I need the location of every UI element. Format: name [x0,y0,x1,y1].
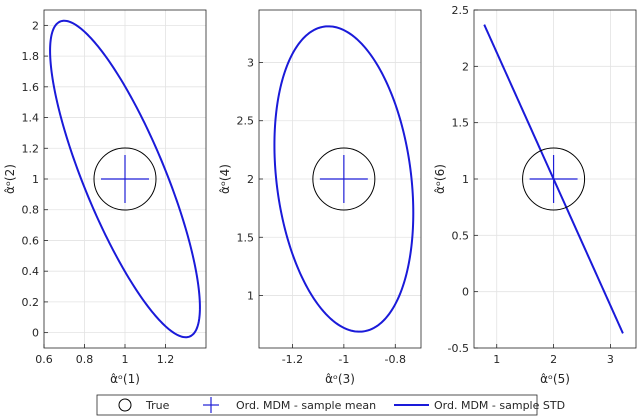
subplot-1: 0.6 0.8 1 1.2 0 0.2 0.4 0.6 0.8 1 1.2 1.4 1.6 1.8 2 α̂ᵒ… [3,9,207,386]
legend-true-circle-icon [118,398,132,412]
x-tick-label: -0.8 [385,353,406,366]
y-axis-label: α̂ᵒ(4) [218,164,232,194]
y-axis-label: α̂ᵒ(6) [433,164,447,194]
y-tick-label: 2 [462,60,469,73]
y-tick-label: 1.6 [22,81,40,94]
y-tick-label: 2.5 [452,4,470,17]
y-tick-label: 1.8 [22,50,40,63]
y-tick-label: 0.4 [22,265,40,278]
x-tick-label: 0.6 [35,353,53,366]
x-tick-label: 1 [122,353,129,366]
legend-box [96,394,538,416]
y-tick-label: 0 [32,327,39,340]
legend-entry-sample-std: Ord. MDM - sample STD [394,399,565,412]
y-tick-label: 0.5 [452,229,470,242]
subplot-3: 1 2 3 -0.5 0 0.5 1 1.5 2 2.5 α̂ᵒ(5) α̂ᵒ(6) [433,4,637,386]
y-tick-label: 1.5 [237,231,255,244]
y-tick-label: 1.5 [452,117,470,130]
legend-label-true: True [145,399,170,412]
legend-mean-plus-icon [203,397,219,413]
x-tick-label: -1 [338,353,349,366]
y-tick-label: 1.4 [22,112,40,125]
y-tick-label: 2 [247,173,254,186]
std-ellipse-series [273,25,415,333]
y-tick-label: 1 [247,290,254,303]
legend-label-sample-mean: Ord. MDM - sample mean [236,399,376,412]
true-value-marker [312,147,376,211]
x-tick-label: 1.2 [157,353,175,366]
y-tick-label: 1 [32,173,39,186]
x-tick-label: -1.2 [282,353,303,366]
y-tick-label: 3 [247,56,254,69]
y-tick-label: 1.2 [22,142,40,155]
y-tick-label: 1 [462,173,469,186]
y-tick-label: 2.5 [237,115,255,128]
y-tick-label: 0.2 [22,296,40,309]
y-tick-label: 0 [462,286,469,299]
legend-label-sample-std: Ord. MDM - sample STD [434,399,565,412]
x-axis-label: α̂ᵒ(5) [540,372,570,386]
y-axis-label: α̂ᵒ(2) [3,164,17,194]
true-value-marker [93,147,157,211]
std-ellipse-series [49,19,201,339]
y-tick-label: 0.8 [22,204,40,217]
y-tick-label: 0.6 [22,234,40,247]
true-value-marker [522,147,586,211]
legend-entry-sample-mean: Ord. MDM - sample mean [203,397,376,413]
subplot-panels: 0.6 0.8 1 1.2 0 0.2 0.4 0.6 0.8 1 1.2 1.4 1.6 1.8 2 α̂ᵒ… [3,4,637,386]
x-tick-label: 2 [550,353,557,366]
x-axis-label: α̂ᵒ(1) [110,372,140,386]
legend: True Ord. MDM - sample mean Ord. MDM - s… [96,394,565,416]
legend-entry-true: True [118,398,170,412]
x-tick-label: 1 [493,353,500,366]
std-ellipse-series [483,24,624,334]
y-tick-label: 2 [32,19,39,32]
subplot-2: -1.2 -1 -0.8 1 1.5 2 2.5 3 α̂ᵒ(3) α̂ᵒ(4) [218,9,422,386]
x-tick-label: 3 [607,353,614,366]
x-tick-label: 0.8 [76,353,94,366]
x-axis-label: α̂ᵒ(3) [325,372,355,386]
y-tick-label: -0.5 [448,342,469,355]
